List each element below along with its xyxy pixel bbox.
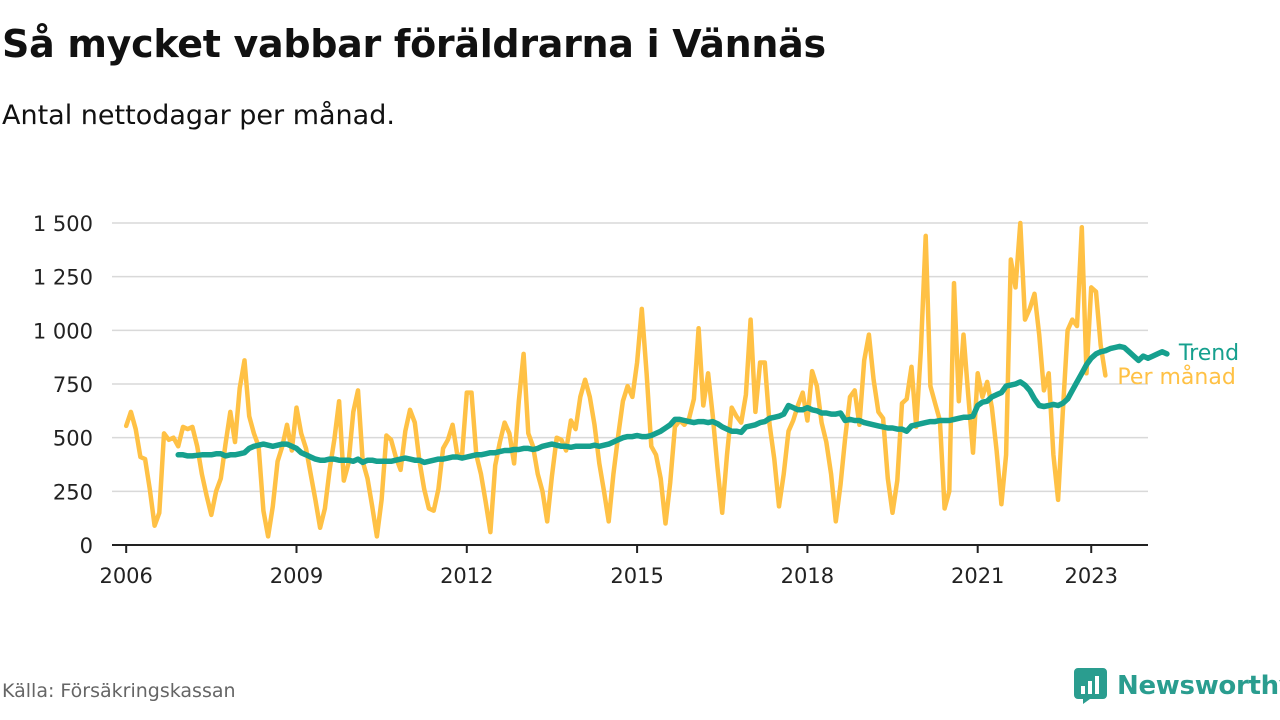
y-tick-label: 500 [53, 427, 93, 451]
x-tick-label: 2021 [951, 564, 1004, 588]
y-axis-tick-labels: 0 250 500 750 1 000 1 250 1 500 [33, 212, 93, 558]
y-tick-label: 750 [53, 373, 93, 397]
bar-chart-speech-bubble-icon [1074, 668, 1107, 704]
chart-title: Så mycket vabbar föräldrarna i Vännäs [2, 22, 826, 66]
series-label-trend: Trend [1178, 341, 1239, 366]
x-axis: 2006 2009 2012 2015 2018 2021 2023 [99, 544, 1148, 588]
series-line-trend [175, 343, 1170, 466]
x-tick-label: 2006 [99, 564, 152, 588]
y-tick-label: 0 [80, 534, 93, 558]
y-tick-label: 1 000 [33, 319, 93, 343]
series-lines [123, 220, 1170, 539]
y-tick-label: 250 [53, 480, 93, 504]
y-tick-label: 1 500 [33, 212, 93, 236]
x-tick-label: 2023 [1065, 564, 1118, 588]
chart-subtitle: Antal nettodagar per månad. [2, 100, 395, 131]
brand-name: Newsworthy [1117, 671, 1280, 701]
brand-logo-link[interactable]: Newsworthy [1074, 666, 1280, 706]
x-tick-label: 2012 [440, 564, 493, 588]
gridlines [112, 222, 1148, 493]
x-tick-label: 2009 [270, 564, 323, 588]
x-tick-label: 2015 [610, 564, 663, 588]
source-note: Källa: Försäkringskassan [2, 680, 236, 702]
series-line-per-manad [123, 220, 1108, 539]
series-label-per-manad: Per månad [1117, 364, 1235, 390]
y-tick-label: 1 250 [33, 266, 93, 290]
x-tick-label: 2018 [781, 564, 834, 588]
